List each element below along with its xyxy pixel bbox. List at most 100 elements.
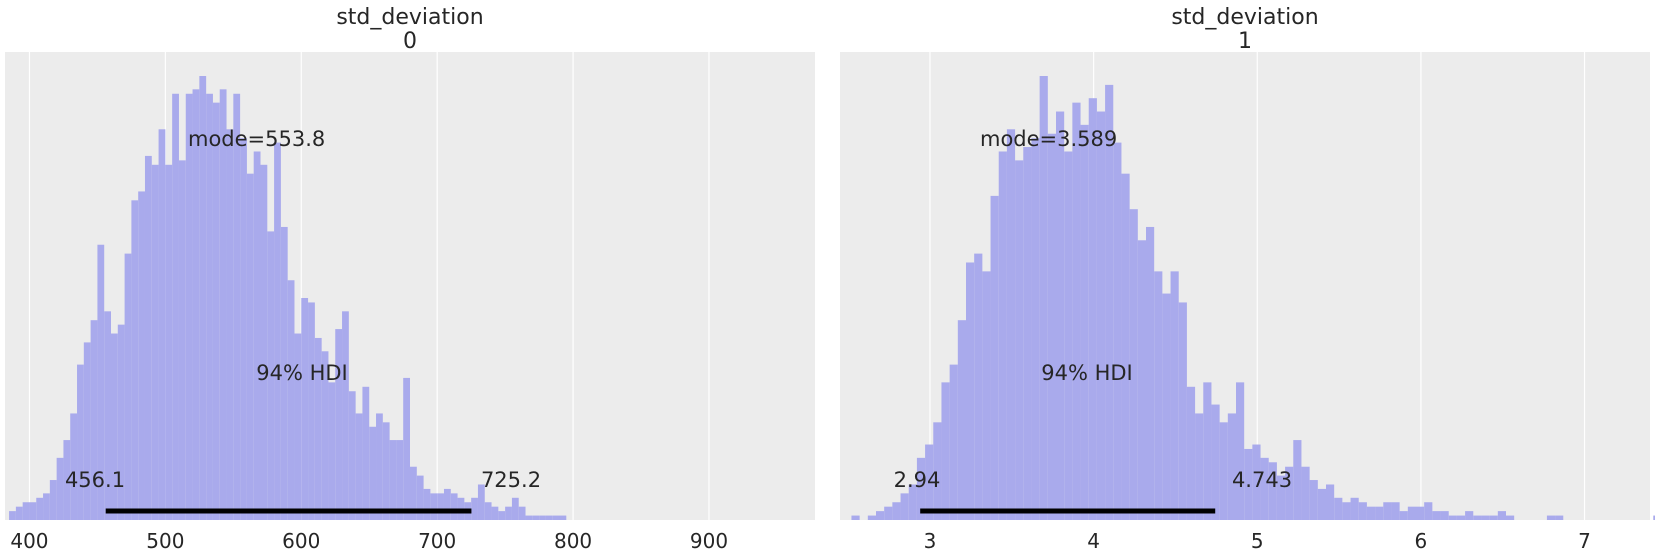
histogram-bar (1186, 386, 1196, 520)
histogram-bar (301, 298, 309, 520)
histogram-bar (423, 488, 431, 520)
histogram-bar (1440, 511, 1449, 520)
histogram-bar (342, 311, 349, 520)
histogram-bar (1137, 240, 1146, 520)
histogram-bar (97, 244, 105, 520)
histogram-bar (267, 231, 275, 520)
x-tick-label: 5 (1251, 529, 1264, 552)
histogram-bar (884, 506, 893, 520)
hdi-low-label: 456.1 (65, 468, 125, 492)
histogram-bar (525, 515, 533, 520)
histogram-bar (1456, 515, 1466, 520)
histogram-bar (335, 329, 343, 520)
chart-title: std_deviation (336, 5, 483, 30)
histogram-bar (1227, 413, 1236, 520)
histogram-bar (966, 262, 975, 520)
histogram-bar (403, 377, 410, 520)
x-tick-label: 600 (282, 529, 320, 552)
histogram-bar (1285, 466, 1294, 520)
histogram-bar (355, 413, 363, 520)
histogram-bar (471, 497, 478, 520)
histogram-bar (450, 493, 458, 520)
histogram-bar (1219, 422, 1228, 520)
histogram-bars (9, 76, 567, 521)
histogram-bar (957, 320, 966, 520)
histogram-bar (1407, 506, 1416, 520)
histogram-bar (1006, 129, 1016, 520)
x-tick-label: 900 (690, 529, 728, 552)
histogram-bar (376, 413, 383, 520)
histogram-bar (1399, 511, 1408, 520)
histogram-bar (1146, 226, 1155, 520)
histogram-bar (941, 382, 950, 520)
histogram-bar (430, 493, 438, 520)
histogram-bar (511, 497, 519, 520)
histogram-bar (274, 142, 281, 520)
histogram-bar (933, 422, 942, 520)
mode-label: mode=553.8 (188, 127, 325, 151)
histogram-bar (1268, 462, 1277, 520)
histogram-bar (1350, 497, 1359, 520)
histogram-bar (144, 155, 152, 521)
histogram-bar (369, 426, 377, 520)
histogram-bar (998, 151, 1007, 521)
histogram-bar (1113, 142, 1122, 520)
histogram-bar (104, 311, 112, 520)
histogram-bar (246, 173, 254, 520)
histogram-bar (1260, 457, 1269, 520)
histogram-bar (314, 337, 322, 520)
histogram-bar (1334, 497, 1343, 520)
histogram-bar (253, 151, 261, 521)
histogram-bar (498, 511, 506, 520)
histogram-bar (328, 382, 336, 520)
histogram-bar (1448, 515, 1457, 520)
histogram-bar (900, 493, 909, 520)
histogram-bar (1080, 124, 1089, 520)
histogram-bar (1129, 209, 1138, 520)
histogram-bar (892, 502, 901, 520)
histogram-bar (43, 493, 50, 520)
histogram-bar (70, 413, 78, 520)
histogram-bar (1039, 76, 1048, 520)
histogram-bar (1211, 404, 1220, 520)
hdi-high-label: 4.743 (1232, 468, 1292, 492)
histogram-bar (29, 502, 37, 520)
histogram-bar (925, 444, 934, 520)
histogram-bar (949, 364, 958, 520)
x-axis-ticks: 3 4 5 6 7 (924, 529, 1591, 552)
histogram-bar (1170, 271, 1179, 520)
histogram-bar (1031, 138, 1040, 520)
histogram-bar (1015, 160, 1024, 521)
x-tick-label: 3 (924, 529, 937, 552)
histogram-bar (410, 466, 417, 520)
x-tick-label: 400 (10, 529, 48, 552)
x-tick-label: 800 (554, 529, 592, 552)
histogram-bar (280, 226, 288, 520)
histogram-bar (1317, 488, 1326, 520)
histogram-bar (56, 457, 64, 520)
histogram-bar (1252, 444, 1261, 520)
histogram-bar (1195, 413, 1204, 520)
histogram-bar (233, 93, 241, 520)
histogram-bar (1481, 515, 1490, 520)
histogram-bar (158, 129, 166, 520)
histogram-bar (240, 138, 247, 520)
histogram-bar (1366, 506, 1376, 520)
histogram-bar (294, 333, 302, 520)
histogram-bar (77, 364, 84, 520)
histogram-bar (491, 506, 499, 520)
histogram-bar (382, 422, 390, 520)
histogram-bar (287, 280, 295, 520)
histogram-bar (1473, 515, 1482, 520)
histogram-bar (505, 506, 512, 520)
histogram-bar (532, 515, 540, 520)
histogram-bar (308, 302, 315, 520)
x-tick-label: 6 (1415, 529, 1428, 552)
histogram-bar (1105, 84, 1114, 520)
histogram-bar (982, 271, 991, 520)
histogram-bar (22, 502, 30, 520)
hdi-label: 94% HDI (256, 361, 348, 385)
histogram-bar (131, 200, 139, 520)
histogram-bar (1047, 133, 1056, 520)
histogram-bar (362, 386, 370, 520)
